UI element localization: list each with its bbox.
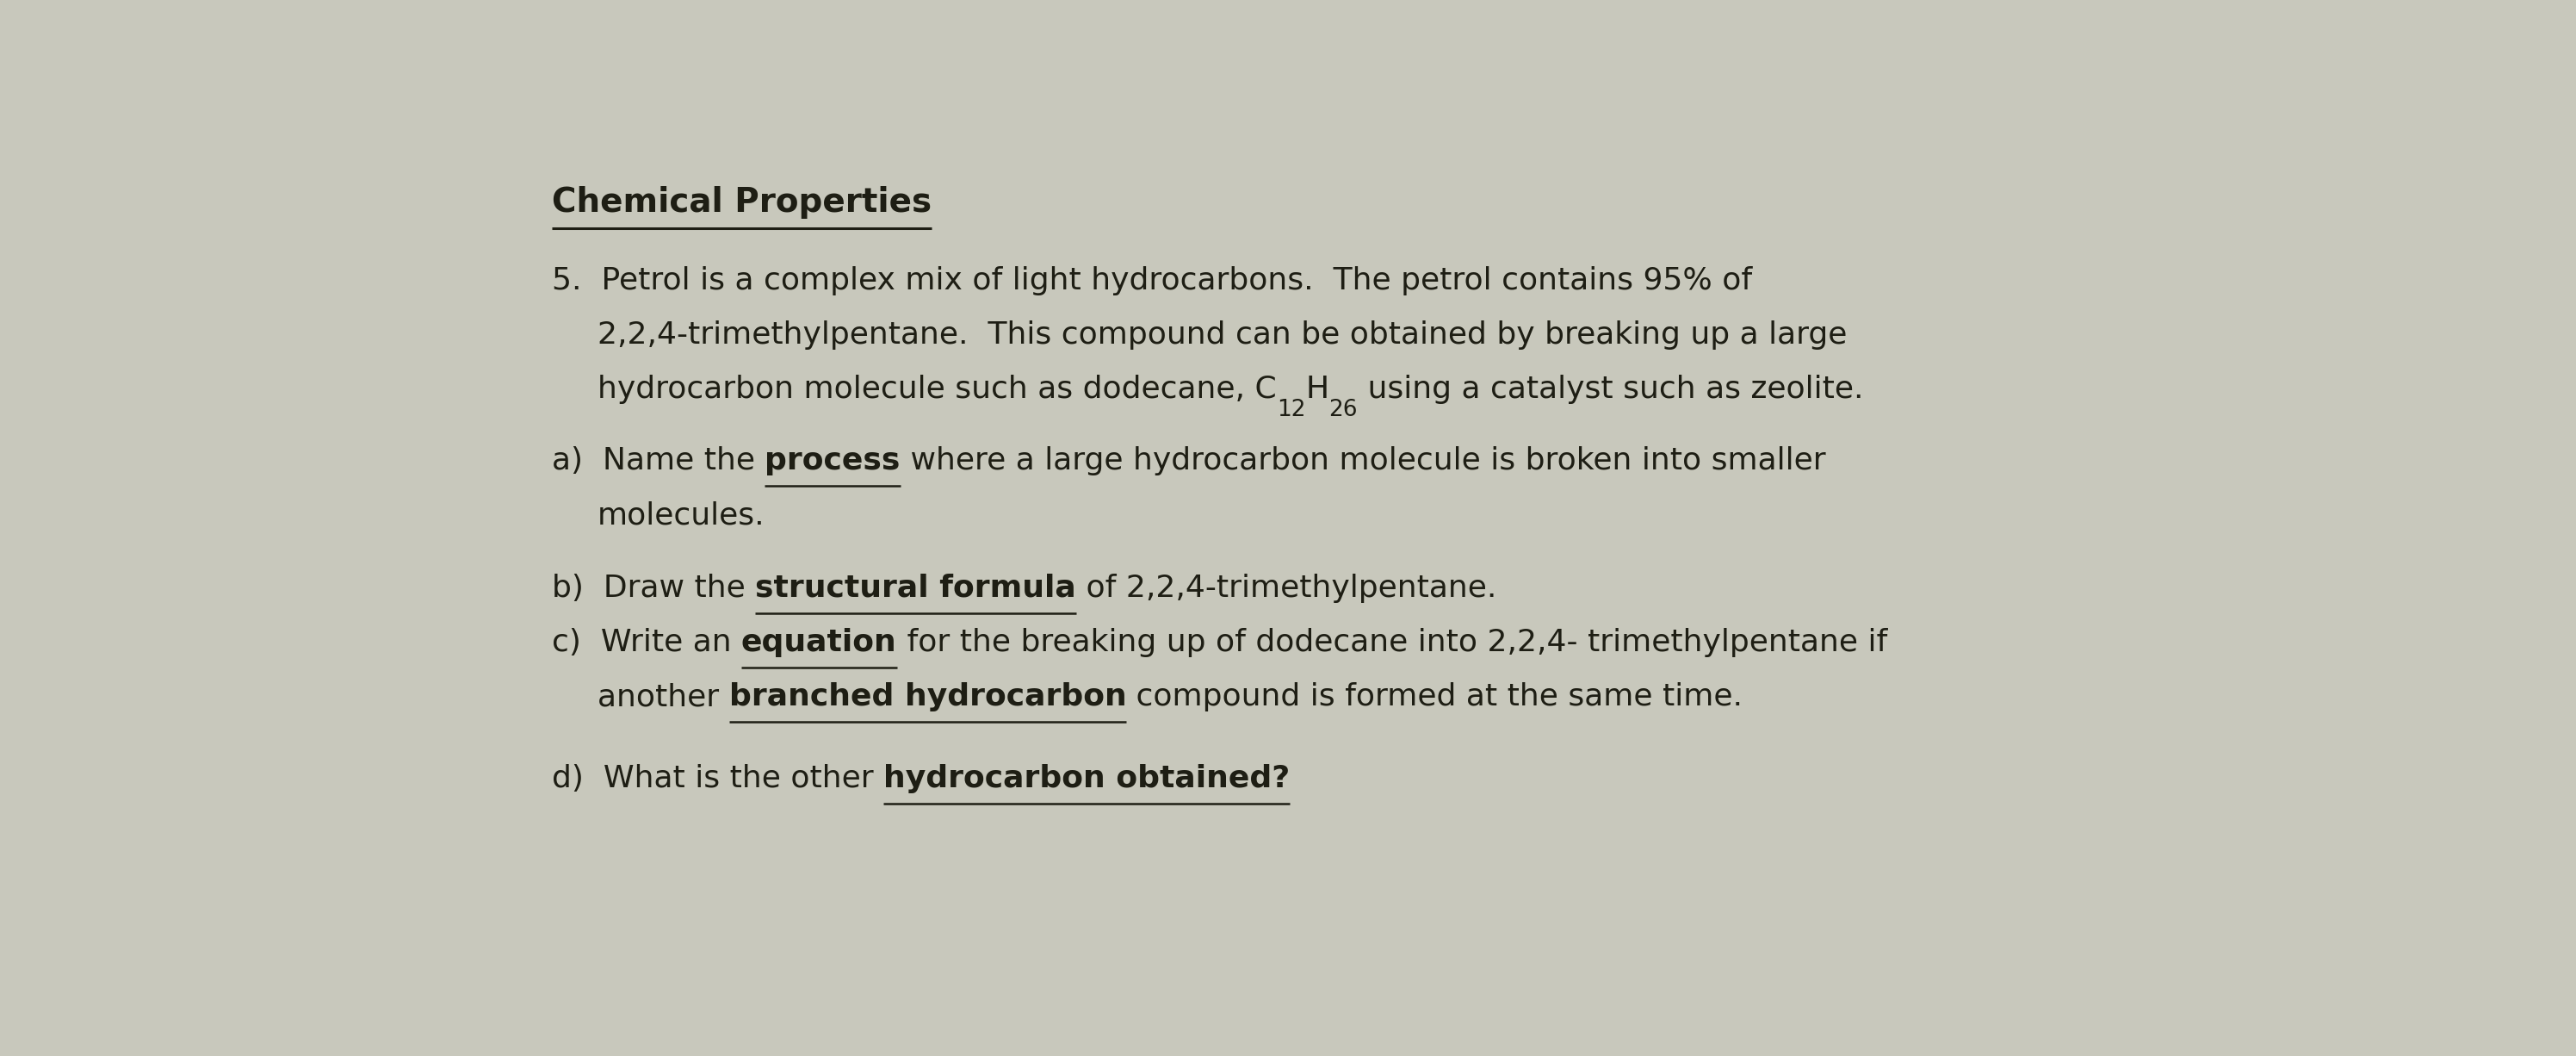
Text: structural formula: structural formula xyxy=(755,573,1077,603)
Text: molecules.: molecules. xyxy=(598,502,765,530)
Text: d)  What is the other: d) What is the other xyxy=(551,763,884,793)
Text: H: H xyxy=(1306,375,1329,404)
Text: equation: equation xyxy=(742,628,896,657)
Text: 12: 12 xyxy=(1278,399,1306,421)
Text: compound is formed at the same time.: compound is formed at the same time. xyxy=(1126,682,1744,712)
Text: of 2,2,4-trimethylpentane.: of 2,2,4-trimethylpentane. xyxy=(1077,573,1497,603)
Text: another: another xyxy=(598,682,729,712)
Text: where a large hydrocarbon molecule is broken into smaller: where a large hydrocarbon molecule is br… xyxy=(899,447,1826,476)
Text: process: process xyxy=(765,447,899,476)
Text: using a catalyst such as zeolite.: using a catalyst such as zeolite. xyxy=(1358,375,1862,404)
Text: 26: 26 xyxy=(1329,399,1358,421)
Text: c)  Write an: c) Write an xyxy=(551,628,742,657)
Text: hydrocarbon molecule such as dodecane, C: hydrocarbon molecule such as dodecane, C xyxy=(598,375,1278,404)
Text: Chemical Properties: Chemical Properties xyxy=(551,186,933,219)
Text: hydrocarbon obtained?: hydrocarbon obtained? xyxy=(884,763,1291,793)
Text: 5.  Petrol is a complex mix of light hydrocarbons.  The petrol contains 95% of: 5. Petrol is a complex mix of light hydr… xyxy=(551,266,1752,296)
Text: 2,2,4-trimethylpentane.  This compound can be obtained by breaking up a large: 2,2,4-trimethylpentane. This compound ca… xyxy=(598,321,1847,350)
Text: b)  Draw the: b) Draw the xyxy=(551,573,755,603)
Text: a)  Name the: a) Name the xyxy=(551,447,765,476)
Text: branched hydrocarbon: branched hydrocarbon xyxy=(729,682,1126,712)
Text: for the breaking up of dodecane into 2,2,4- trimethylpentane if: for the breaking up of dodecane into 2,2… xyxy=(896,628,1888,657)
